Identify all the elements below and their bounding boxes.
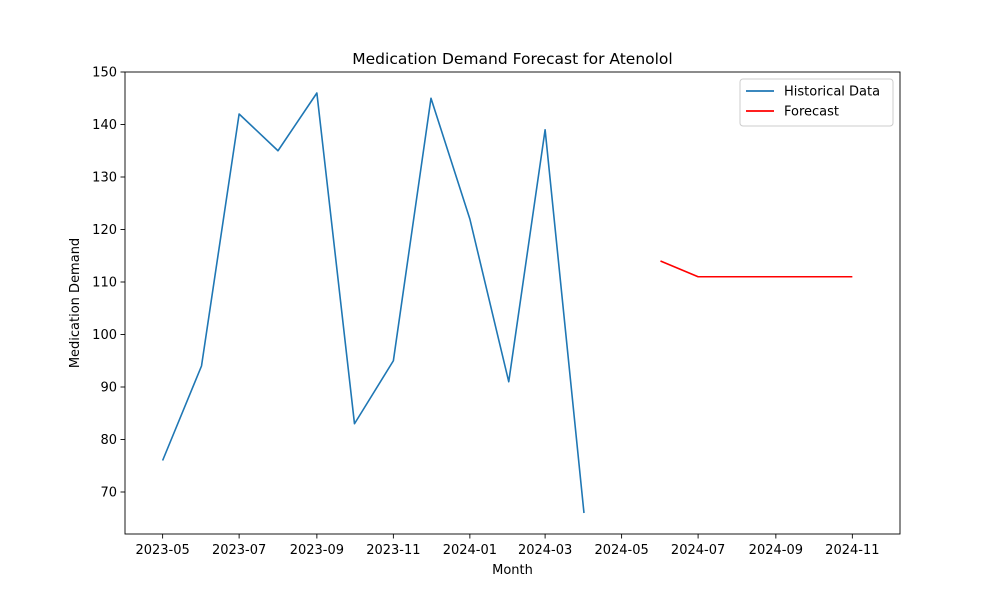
axes xyxy=(124,71,901,535)
x-tick-label: 2023-09 xyxy=(290,543,344,558)
y-tick-label: 90 xyxy=(100,381,117,396)
y-tick-label: 130 xyxy=(92,171,117,186)
legend-label: Forecast xyxy=(784,105,839,120)
x-axis-ticks: 2023-05 2023-07 2023-09 2023-11 2024-01 2024-… xyxy=(135,534,880,558)
chart-title: Medication Demand Forecast for Atenolol xyxy=(352,50,672,68)
x-tick-label: 2024-05 xyxy=(594,543,648,558)
y-tick-label: 150 xyxy=(92,66,117,81)
x-tick-label: 2023-05 xyxy=(135,543,189,558)
y-tick-label: 140 xyxy=(92,118,117,133)
y-tick-label: 70 xyxy=(100,486,117,501)
x-axis-title: Month xyxy=(492,563,533,578)
legend-label: Historical Data xyxy=(784,85,880,100)
legend-box xyxy=(739,78,894,127)
x-tick-label: 2024-03 xyxy=(518,543,572,558)
plot-lines xyxy=(161,92,853,514)
y-tick-label: 120 xyxy=(92,223,117,238)
y-tick-label: 100 xyxy=(92,328,117,343)
series-line-forecast xyxy=(660,260,853,278)
legend: Historical Data Forecast xyxy=(739,78,894,127)
series-line-historical xyxy=(161,92,585,514)
x-tick-label: 2023-11 xyxy=(366,543,420,558)
x-tick-label: 2024-01 xyxy=(443,543,497,558)
y-axis-title: Medication Demand xyxy=(68,238,83,368)
y-axis-ticks: 70 80 90 100 110 120 130 140 150 xyxy=(92,66,125,501)
x-tick-label: 2023-07 xyxy=(212,543,266,558)
x-tick-label: 2024-11 xyxy=(825,543,879,558)
x-tick-label: 2024-07 xyxy=(671,543,725,558)
y-tick-label: 110 xyxy=(92,276,117,291)
y-tick-label: 80 xyxy=(100,433,117,448)
axes-frame xyxy=(124,71,901,535)
x-tick-label: 2024-09 xyxy=(749,543,803,558)
